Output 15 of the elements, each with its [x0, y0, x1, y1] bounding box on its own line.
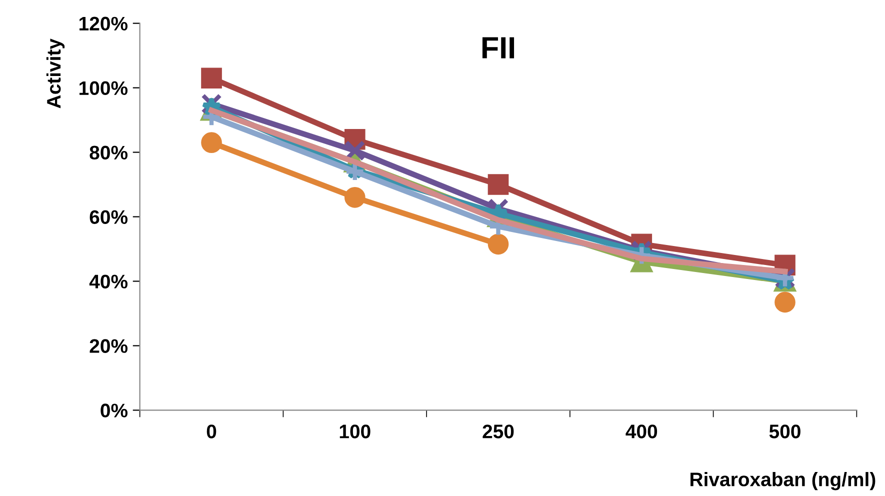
y-tick-label: 120% [80, 16, 128, 31]
x-tick-label: 0 [206, 424, 216, 438]
x-tick-label: 400 [626, 424, 658, 438]
chart-title: FII [482, 37, 514, 58]
y-tick-label: 80% [90, 146, 128, 160]
y-tick-label: 0% [100, 404, 128, 418]
x-tick-label: 100 [340, 424, 370, 438]
x-tick-label: 250 [482, 424, 514, 438]
y-tick-label: 60% [90, 210, 128, 224]
y-tick-label: 40% [89, 274, 128, 288]
y-axis-title: Activity [46, 38, 65, 108]
x-tick-label: 500 [769, 424, 800, 438]
y-tick-label: 100% [80, 81, 128, 96]
y-tick-label: 20% [90, 339, 128, 353]
x-axis-title: Rivaroxaban (ng/ml) [690, 472, 876, 490]
